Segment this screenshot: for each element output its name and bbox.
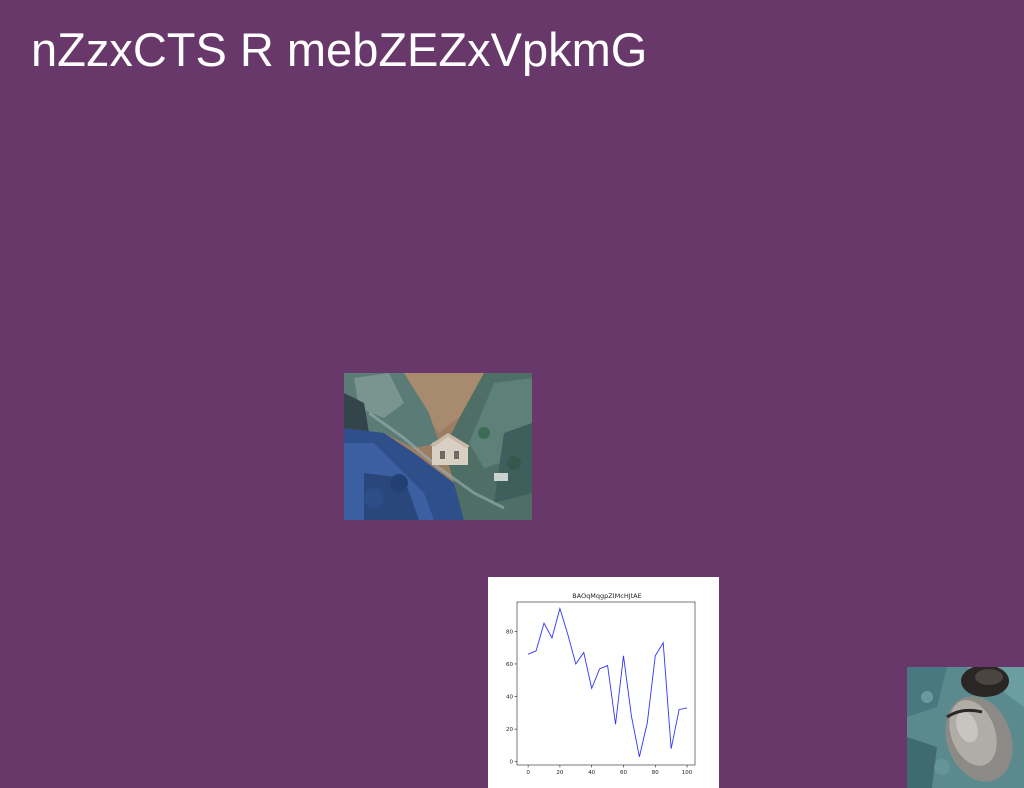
y-tick-label: 80 — [506, 629, 513, 635]
line-chart-canvas: BAOqMqgpZIMcHJtAE 0 20 40 60 80 100 0 20 40 60 80 — [506, 592, 696, 776]
x-tick-label: 80 — [652, 770, 659, 776]
y-tick-label: 0 — [510, 760, 514, 766]
line-chart: BAOqMqgpZIMcHJtAE 0 20 40 60 80 100 0 20 40 60 80 — [488, 577, 719, 788]
x-tick-label: 60 — [620, 770, 627, 776]
x-tick-label: 100 — [682, 770, 693, 776]
chart-title: BAOqMqgpZIMcHJtAE — [572, 592, 641, 600]
valley-landscape-photo — [344, 373, 532, 520]
valley-landscape-illustration — [344, 373, 532, 520]
rock-illustration — [907, 667, 1024, 788]
y-tick-label: 20 — [506, 727, 513, 733]
y-tick-label: 40 — [506, 695, 513, 701]
page-title: nZzxCTS R mebZEZxVpkmG — [31, 23, 648, 76]
x-tick-label: 40 — [588, 770, 595, 776]
rock-closeup-photo — [907, 667, 1024, 788]
y-tick-label: 60 — [506, 662, 513, 668]
x-tick-label: 20 — [556, 770, 563, 776]
series-line — [527, 606, 688, 757]
x-tick-label: 0 — [526, 770, 530, 776]
plot-frame — [516, 601, 696, 766]
